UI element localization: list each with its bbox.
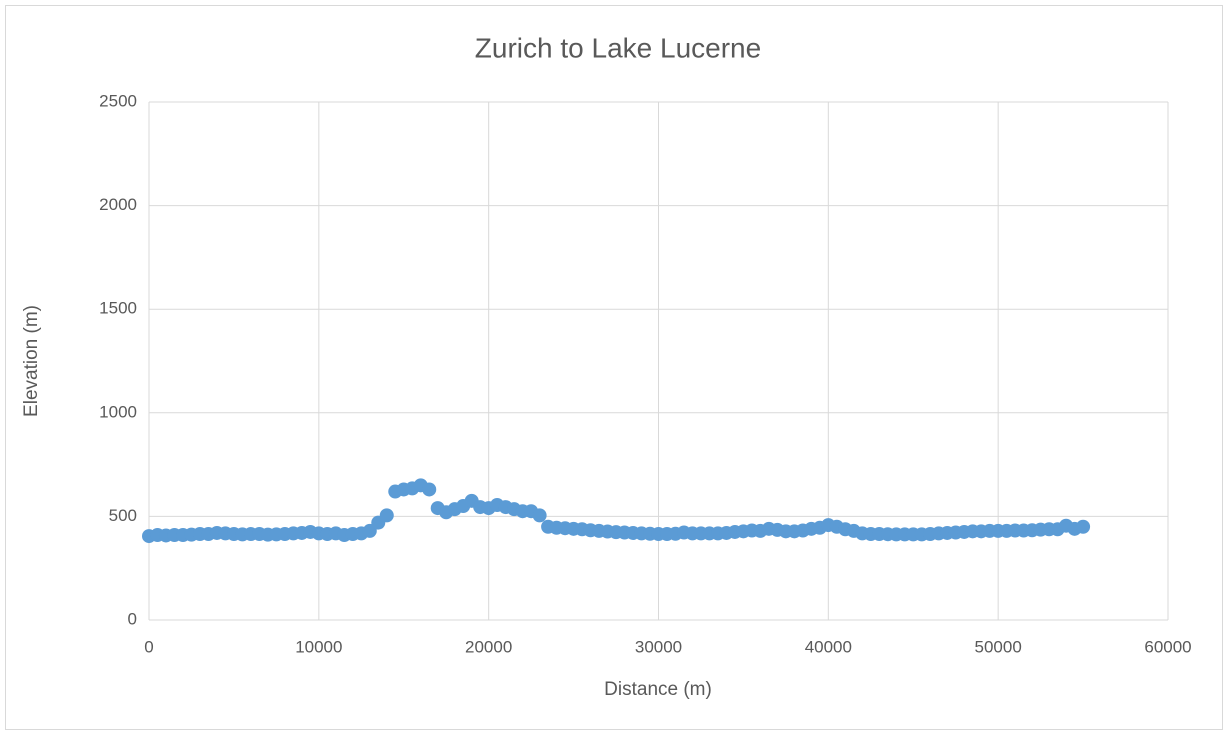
y-tick-label: 1500 [99,299,137,318]
x-tick-label: 10000 [295,637,342,656]
x-axis-label: Distance (m) [604,679,712,700]
x-tick-label: 30000 [635,637,682,656]
x-tick-label: 20000 [465,637,512,656]
y-tick-label: 1000 [99,402,137,421]
y-tick-label: 2000 [99,195,137,214]
point [532,508,547,523]
y-tick-label: 500 [109,506,137,525]
point [422,482,437,497]
x-tick-label: 40000 [805,637,852,656]
y-tick-label: 0 [128,609,137,628]
chart-title: Zurich to Lake Lucerne [475,32,761,63]
chart-frame [5,5,1223,730]
x-tick-label: 60000 [1144,637,1191,656]
y-tick-label: 2500 [99,91,137,110]
y-axis-label: Elevation (m) [21,305,42,417]
x-tick-label: 0 [144,637,153,656]
x-tick-label: 50000 [975,637,1022,656]
point [1076,519,1091,534]
point [379,508,394,523]
